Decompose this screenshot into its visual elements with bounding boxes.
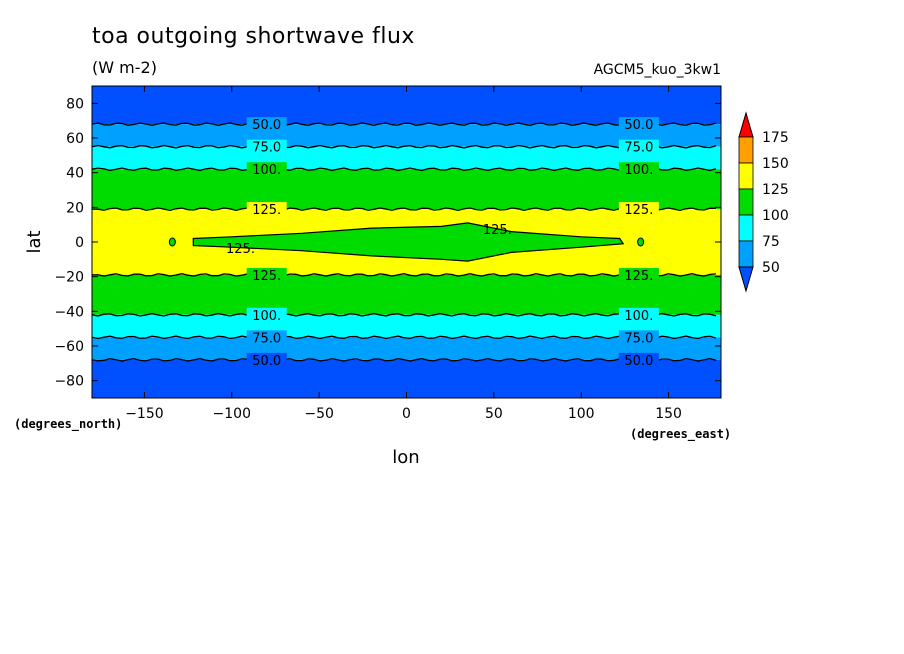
- island-1: [637, 237, 645, 247]
- feature-label-2: 125.: [483, 223, 512, 238]
- contour-0: [91, 122, 717, 126]
- colorbar-label-1: 150: [762, 156, 789, 172]
- feature-label: 125.: [226, 242, 255, 257]
- colorbar-bottom-arrow: [738, 266, 754, 293]
- colorbar-label-5: 50: [762, 260, 780, 276]
- x-axis-label: lon: [392, 447, 419, 468]
- y-tick-label-5: −20: [54, 270, 84, 286]
- y-tick-label-8: −80: [54, 374, 84, 390]
- colorbar-label-0: 175: [762, 130, 789, 146]
- contour-label-4-0: 125.: [252, 269, 281, 284]
- contour-label-3-0: 125.: [252, 203, 281, 218]
- x-tick-label-3: 0: [402, 406, 411, 422]
- contour-label-4-1: 125.: [624, 269, 653, 284]
- contour-label-6-0: 75.0: [252, 331, 281, 346]
- contour-label-bg-0-0: [246, 117, 287, 132]
- y-unit-label: (degrees_north): [14, 417, 122, 432]
- x-unit-label: (degrees_east): [630, 427, 731, 442]
- contour-label-bg-7-1: [618, 352, 659, 367]
- contour-4: [91, 273, 717, 277]
- contour-label-1-0: 75.0: [252, 141, 281, 156]
- contour-label-2-1: 100.: [624, 163, 653, 178]
- x-tick-label-5: 100: [568, 406, 595, 422]
- contour-label-bg-3-0: [246, 202, 287, 217]
- colorbar: 175 150 125 100 75 50: [738, 111, 789, 293]
- x-tick-label-0: −150: [125, 406, 163, 422]
- contour-label-bg-6-1: [618, 330, 659, 345]
- contour-label-bg-4-0: [246, 267, 287, 282]
- contour-label-0-1: 50.0: [624, 118, 653, 133]
- contour-3: [91, 207, 717, 211]
- colorbar-seg-1: [738, 162, 754, 190]
- contour-label-bg-3-1: [618, 202, 659, 217]
- equatorial-feature: 125. 125.: [168, 222, 645, 262]
- contour-label-bg-2-1: [618, 162, 659, 177]
- band-3: [92, 169, 721, 210]
- contour-label-2-0: 100.: [252, 163, 281, 178]
- contour-label-5-1: 100.: [624, 309, 653, 324]
- y-tick-label-3: 20: [66, 200, 84, 216]
- contour-label-3-1: 125.: [624, 203, 653, 218]
- chart-title: toa outgoing shortwave flux: [92, 24, 415, 49]
- colorbar-label-3: 100: [762, 208, 789, 224]
- contour-5: [91, 312, 717, 317]
- contour-2: [91, 167, 717, 172]
- contour-label-7-0: 50.0: [252, 354, 281, 369]
- y-tick-label-4: 0: [75, 235, 84, 251]
- colorbar-seg-3: [738, 214, 754, 242]
- contour-label-6-1: 75.0: [624, 331, 653, 346]
- contour-7: [91, 358, 717, 362]
- x-tick-label-6: 150: [655, 406, 682, 422]
- y-axis: 80 60 40 20 0 −20 −40 −60 −80: [54, 96, 721, 390]
- colorbar-top-arrow: [738, 111, 754, 138]
- contour-label-bg-1-1: [618, 139, 659, 154]
- colorbar-seg-0: [738, 136, 754, 164]
- x-tick-label-2: −50: [304, 406, 334, 422]
- contour-label-1-1: 75.0: [624, 141, 653, 156]
- contour-label-bg-7-0: [246, 352, 287, 367]
- colorbar-seg-2: [738, 188, 754, 216]
- band-5: [92, 274, 721, 315]
- contour-label-bg-1-0: [246, 139, 287, 154]
- contour-label-bg-6-0: [246, 330, 287, 345]
- colorbar-seg-4: [738, 240, 754, 268]
- contour-label-bg-2-0: [246, 162, 287, 177]
- y-tick-label-2: 40: [66, 166, 84, 182]
- x-tick-label-1: −100: [213, 406, 251, 422]
- colorbar-label-4: 75: [762, 234, 780, 250]
- y-tick-label-1: 60: [66, 131, 84, 147]
- x-axis: −150 −100 −50 0 50 100 150: [125, 86, 682, 422]
- contour-label-bg-0-1: [618, 117, 659, 132]
- contour-label-5-0: 100.: [252, 309, 281, 324]
- y-tick-label-0: 80: [66, 96, 84, 112]
- y-tick-label-6: −40: [54, 304, 84, 320]
- equatorial-tongue: [192, 222, 625, 262]
- x-tick-label-4: 50: [485, 406, 503, 422]
- band-0: [92, 86, 721, 125]
- model-name: AGCM5_kuo_3kw1: [593, 62, 721, 78]
- contour-6: [91, 335, 717, 340]
- contour-1: [91, 144, 717, 149]
- contour-label-7-1: 50.0: [624, 354, 653, 369]
- colorbar-label-2: 125: [762, 182, 789, 198]
- contour-label-bg-5-0: [246, 307, 287, 322]
- island-0: [168, 237, 176, 247]
- band-8: [92, 359, 721, 398]
- contour-label-bg-4-1: [618, 267, 659, 282]
- contour-label-bg-5-1: [618, 307, 659, 322]
- contour-label-0-0: 50.0: [252, 118, 281, 133]
- y-tick-label-7: −60: [54, 339, 84, 355]
- y-axis-label: lat: [24, 230, 45, 253]
- chart-units: (W m-2): [92, 58, 157, 77]
